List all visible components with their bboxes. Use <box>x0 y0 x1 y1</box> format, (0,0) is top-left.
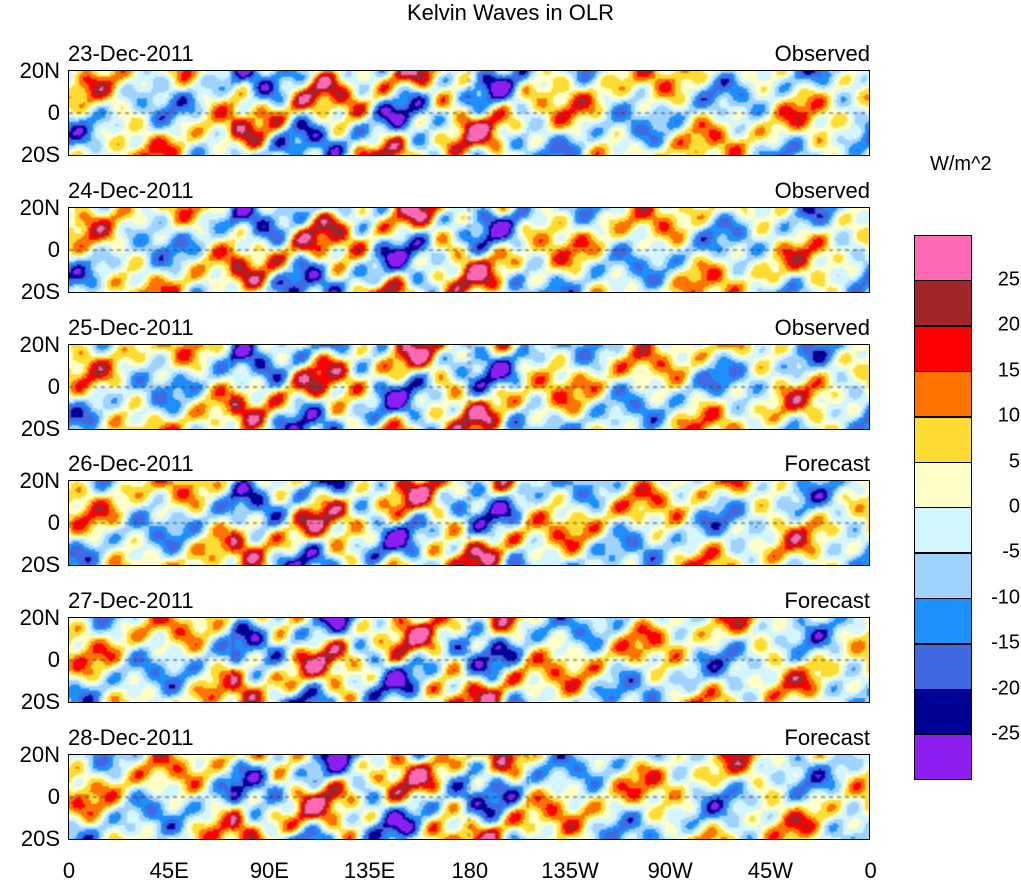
x-tick-label: 45E <box>149 858 189 883</box>
colorbar-label: -15 <box>991 631 1020 654</box>
chart-title: Kelvin Waves in OLR <box>406 0 615 25</box>
colorbar-swatch <box>914 734 972 781</box>
map-panel <box>68 480 870 566</box>
panel-date: 24-Dec-2011 <box>68 178 194 203</box>
map-panel <box>68 617 870 703</box>
panel-kind: Forecast <box>784 451 870 476</box>
panel-date: 28-Dec-2011 <box>68 725 194 750</box>
olr-anomaly-field <box>69 345 869 429</box>
colorbar-units: W/m^2 <box>930 153 992 175</box>
panel-date: 27-Dec-2011 <box>68 588 194 613</box>
colorbar-swatch <box>914 552 972 599</box>
y-tick-label: 20S <box>20 279 60 304</box>
y-tick-label: 20S <box>20 416 60 441</box>
panel-date: 23-Dec-2011 <box>68 41 194 66</box>
map-panel <box>68 207 870 293</box>
olr-anomaly-field <box>69 481 869 565</box>
panel-date: 25-Dec-2011 <box>68 315 194 340</box>
x-tick-label: 90E <box>249 858 289 883</box>
colorbar-label: 15 <box>997 359 1020 382</box>
colorbar-swatch <box>914 598 972 645</box>
panel-kind: Observed <box>774 41 870 66</box>
colorbar-label: -10 <box>991 586 1020 609</box>
y-tick-label: 0 <box>47 784 60 809</box>
y-tick-label: 20N <box>19 58 60 83</box>
colorbar-label: 25 <box>997 268 1020 291</box>
y-tick-label: 20N <box>19 468 60 493</box>
colorbar-swatch <box>914 235 972 281</box>
panel-kind: Forecast <box>784 725 870 750</box>
colorbar-label: -25 <box>991 722 1020 745</box>
y-tick-label: 0 <box>47 647 60 672</box>
y-tick-label: 0 <box>47 374 60 399</box>
x-tick-label: 135E <box>343 858 396 883</box>
x-tick-label: 135W <box>541 858 599 883</box>
colorbar-swatch <box>914 689 972 735</box>
x-tick-label: 0 <box>62 858 76 883</box>
panel-kind: Observed <box>774 315 870 340</box>
y-tick-label: 20S <box>20 142 60 167</box>
map-panel <box>68 70 870 156</box>
y-tick-label: 20S <box>20 826 60 851</box>
olr-anomaly-field <box>69 208 869 292</box>
colorbar-swatch <box>914 462 972 508</box>
colorbar-swatch <box>914 416 972 463</box>
colorbar-label: 20 <box>997 313 1020 336</box>
colorbar-label: 10 <box>997 404 1020 427</box>
y-tick-label: 20S <box>20 552 60 577</box>
y-tick-label: 20N <box>19 195 60 220</box>
colorbar-label: -20 <box>991 677 1020 700</box>
panel-date: 26-Dec-2011 <box>68 451 194 476</box>
x-tick-label: 180 <box>451 858 489 883</box>
olr-anomaly-field <box>69 71 869 155</box>
colorbar-swatch <box>914 643 972 690</box>
colorbar-label: -5 <box>1002 540 1020 563</box>
map-panel <box>68 344 870 430</box>
y-tick-label: 20S <box>20 689 60 714</box>
x-tick-label: 90W <box>647 858 693 883</box>
olr-anomaly-field <box>69 618 869 702</box>
colorbar-swatch <box>914 325 972 372</box>
panel-kind: Observed <box>774 178 870 203</box>
colorbar-swatch <box>914 507 972 554</box>
x-tick-label: 45W <box>747 858 794 883</box>
map-panel <box>68 754 870 840</box>
x-tick-label: 0 <box>864 858 877 883</box>
y-tick-label: 20N <box>19 332 60 357</box>
y-tick-label: 0 <box>47 237 60 262</box>
colorbar-label: 0 <box>1008 495 1020 518</box>
colorbar-swatch <box>914 371 972 418</box>
y-tick-label: 0 <box>47 510 60 535</box>
colorbar-label: 5 <box>1008 450 1020 473</box>
olr-anomaly-field <box>69 755 869 839</box>
y-tick-label: 20N <box>19 742 60 767</box>
y-tick-label: 0 <box>47 100 60 125</box>
colorbar-swatch <box>914 280 972 327</box>
panel-kind: Forecast <box>784 588 870 613</box>
y-tick-label: 20N <box>19 605 60 630</box>
